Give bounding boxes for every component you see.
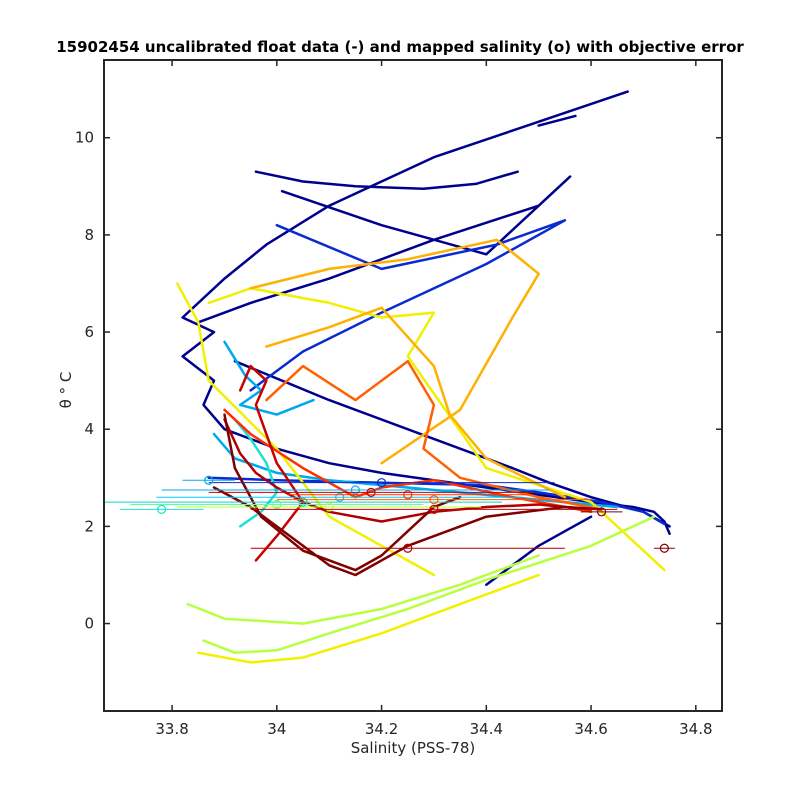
series-line-23 [223, 413, 462, 572]
series-line-11 [233, 418, 279, 528]
series-line-18 [265, 306, 567, 499]
x-tick-label: 34.6 [574, 720, 607, 738]
y-axis-ticks: 0 2 4 6 8 10 [75, 129, 722, 633]
mapped-salinity-marker-8 [287, 490, 529, 500]
mapped-salinity-point [204, 475, 214, 485]
mapped-salinity-point [366, 487, 376, 497]
series-line-8 [207, 476, 666, 526]
mapped-salinity-point [596, 507, 607, 517]
mapped-salinity-point [429, 504, 439, 514]
mapped-salinity-marker-14 [119, 504, 204, 514]
series-line-22 [223, 418, 593, 523]
y-axis-label: θ ° C [57, 372, 75, 409]
mapped-salinity-marker-4 [104, 497, 503, 507]
mapped-salinity-point [403, 490, 413, 500]
series-line-13 [186, 554, 540, 625]
x-tick-label: 34.8 [679, 720, 712, 738]
plot-frame [103, 59, 723, 712]
series-line-7 [249, 219, 567, 392]
series-line-17 [249, 238, 540, 465]
y-tick-label: 10 [75, 129, 94, 147]
chart-title: 15902454 uncalibrated float data (-) and… [56, 38, 744, 56]
mapped-salinity-point [659, 543, 669, 553]
x-tick-label: 34.2 [365, 720, 398, 738]
mapped-salinity-point [324, 502, 334, 512]
x-axis-label: Salinity (PSS-78) [351, 739, 476, 757]
mapped-salinity-point [429, 495, 439, 505]
mapped-salinity-point [335, 492, 345, 502]
mapped-salinity-point [157, 504, 167, 514]
mapped-salinity-point [298, 497, 308, 507]
series-line-16 [197, 573, 540, 664]
mapped-salinity-layer [104, 475, 675, 553]
y-tick-label: 2 [84, 517, 94, 535]
mapped-salinity-marker-5 [130, 499, 424, 510]
mapped-salinity-point [376, 478, 387, 488]
series-line-3 [537, 114, 577, 127]
mapped-salinity-marker-12 [580, 507, 623, 517]
x-tick-label: 33.8 [155, 720, 188, 738]
mapped-salinity-marker-9 [208, 487, 534, 497]
y-tick-label: 0 [84, 615, 94, 633]
mapped-salinity-point [403, 543, 413, 553]
series-line-6 [485, 515, 593, 586]
mapped-salinity-marker-3 [156, 492, 523, 502]
series-line-12 [202, 515, 656, 654]
series-line-14 [176, 282, 436, 577]
x-tick-label: 34 [267, 720, 286, 738]
mapped-salinity-marker-10 [250, 504, 618, 514]
mapped-salinity-point [350, 485, 360, 495]
mapped-salinity-marker-2 [161, 485, 550, 495]
plot-area [104, 60, 722, 711]
mapped-salinity-marker-7 [276, 495, 592, 505]
mapped-salinity-point [272, 499, 282, 510]
y-tick-label: 4 [84, 420, 94, 438]
series-line-19 [265, 359, 603, 511]
mapped-salinity-marker-1 [208, 478, 555, 488]
mapped-salinity-marker-15 [182, 475, 235, 485]
series-line-9 [223, 340, 315, 416]
series-line-15 [207, 287, 666, 572]
series-line-24 [212, 486, 603, 577]
y-tick-label: 6 [84, 323, 94, 341]
x-tick-label: 34.4 [470, 720, 503, 738]
series-line-4 [197, 175, 572, 324]
x-axis-ticks: 33.8 34 34.2 34.4 34.6 34.8 [155, 60, 713, 738]
mapped-salinity-marker-11 [250, 543, 565, 553]
y-tick-label: 8 [84, 226, 94, 244]
mapped-salinity-marker-13 [653, 543, 675, 553]
series-line-2 [254, 170, 519, 190]
